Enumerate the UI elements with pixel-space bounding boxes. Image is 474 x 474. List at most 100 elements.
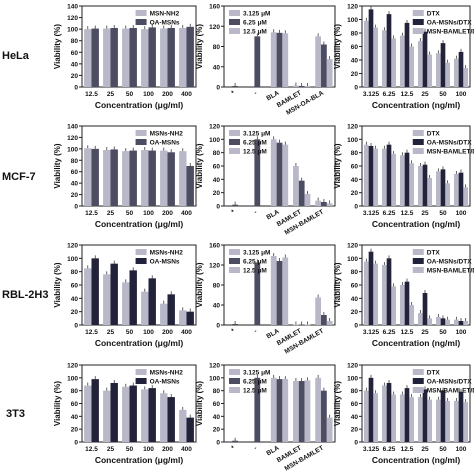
bar-oa-msns-5 [186,166,194,206]
plot-frame [81,125,197,207]
bar-dtx-3 [417,313,423,325]
y-axis-title: Viability (%) [53,24,62,70]
legend-swatch [229,267,240,273]
bar-oa-msns-4 [167,294,175,325]
bar-3-125-m-2 [270,256,277,325]
x-tick-label: 12.5 [85,446,98,453]
bar-3-125-m-4 [315,200,322,206]
x-axis-title: Concentration (μg/ml) [95,219,183,229]
legend-label: OA-MSNs [150,259,180,266]
legend-label: MSN-BAMLET/DTX [427,388,474,395]
bar-msns-nh2-0 [84,268,92,325]
bar-oa-msns-2 [129,27,137,87]
legend-label: MSN-NH2 [150,11,180,18]
x-tick-label: 200 [162,210,173,217]
bar-dtx-0 [363,390,369,442]
plot-frame [361,125,471,207]
legend-label: MSN-BAMLET/DTX [427,149,474,156]
bar-msn-bamlet-dtx-1 [391,286,397,325]
y-tick-label: 120 [347,4,358,11]
x-tick-label: 6.25 [383,329,396,336]
y-tick-label: 60 [351,283,359,290]
bar-6-25-m-2 [276,142,283,206]
x-tick-label: 100 [143,91,154,98]
bar-msns-nh2-3 [141,389,149,442]
y-tick-label: 80 [351,31,359,38]
x-tick-label: 3.125 [363,91,380,98]
bar-msns-nh2-2 [122,151,130,206]
bar-dtx-2 [399,285,405,325]
legend-label: OA-MSNs/DTX [427,379,472,386]
legend-label: 12.5 μM [243,29,267,36]
bar-oa-msns-dtx-3 [422,293,428,325]
x-axis-title: Concentration (ng/ml) [372,100,460,110]
x-tick-label: - [253,328,258,335]
bar-12-5-m-3 [304,85,311,87]
bar-12-5-m-3 [304,324,311,326]
legend-swatch [135,10,147,16]
panel-2-2: 0 20 40 60 80 100 120 Viability (%) 3.125 6.25 12.… [333,243,474,349]
bar-6-25-m-4 [321,315,327,325]
y-tick-label: 140 [67,124,78,131]
x-tick-label: MSN-BAMLET [284,445,325,473]
x-tick-label: 3.125 [363,210,380,217]
bar-6-25-m-1 [254,377,261,442]
y-tick-label: 120 [347,243,358,250]
bar-oa-msns-dtx-0 [368,9,374,87]
legend-swatch [135,258,147,264]
y-tick-label: 120 [67,15,78,22]
x-tick-label: 3.125 [363,329,380,336]
y-tick-label: 140 [67,4,78,11]
bar-oa-msns-dtx-2 [404,22,410,87]
bar-msn-nh2-0 [84,29,92,87]
legend-swatch [412,378,424,384]
bar-dtx-5 [453,174,459,206]
bar-oa-msns-dtx-1 [386,144,392,206]
bar-msn-bamlet-dtx-2 [409,46,415,87]
bar-12-5-m-4 [326,59,333,87]
x-tick-label: 25 [107,329,115,336]
bar-oa-msns-0 [91,148,99,206]
y-tick-label: 80 [351,388,359,395]
y-tick-label: 40 [213,303,221,310]
legend-swatch [229,378,240,384]
bar-msn-nh2-3 [141,29,149,87]
bar-oa-msns-0 [91,379,99,442]
bar-dtx-5 [453,400,459,442]
x-tick-label: 400 [181,329,192,336]
x-tick-label: 12.5 [401,210,414,217]
x-tick-label: 12.5 [85,210,98,217]
legend-swatch [412,249,424,255]
bar-dtx-5 [453,58,459,87]
bar-6-25-m-3 [298,381,305,442]
bar-msns-nh2-5 [179,310,187,325]
legend-swatch [229,387,240,393]
x-tick-label: 12.5 [401,91,414,98]
y-tick-label: 120 [67,363,78,370]
bar-oa-msns-5 [186,26,194,87]
y-tick-label: 20 [213,190,221,197]
x-tick-label: 12.5 [85,91,98,98]
legend-swatch [412,387,424,393]
bar-3-125-m-3 [293,85,299,87]
bar-msn-bamlet-dtx-0 [373,27,379,88]
row-label-mcf7: MCF-7 [2,171,36,183]
bar-oa-msns-3 [148,27,156,87]
y-tick-label: 120 [209,363,220,370]
legend-swatch [229,139,240,145]
x-tick-label: 200 [162,329,173,336]
legend-label: DTX [427,250,441,257]
legend-swatch [135,19,147,25]
bar-3-125-m-2 [270,32,277,87]
x-tick-label: 25 [107,91,115,98]
bar-msn-bamlet-dtx-5 [463,187,469,206]
x-tick-label: 50 [126,210,134,217]
y-tick-label: 120 [67,243,78,250]
y-tick-label: 80 [71,269,79,276]
bar-msns-nh2-1 [103,150,111,206]
y-tick-label: 20 [71,192,79,199]
x-tick-label: 12.5 [401,329,414,336]
legend-swatch [229,28,240,34]
